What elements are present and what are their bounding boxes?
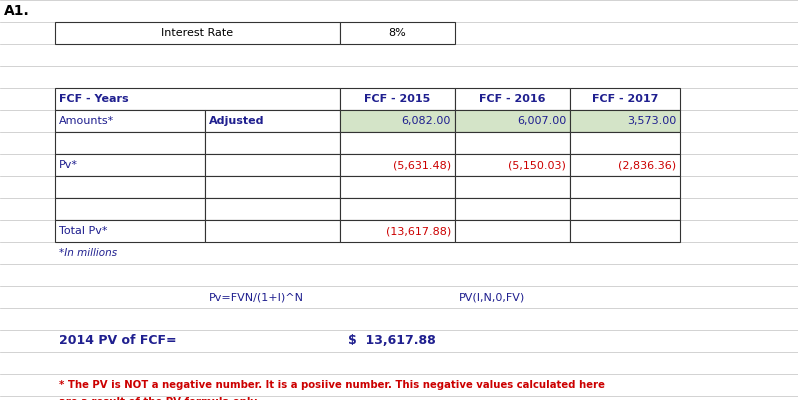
Bar: [340, 88, 455, 110]
Bar: [205, 110, 340, 132]
Bar: [570, 220, 680, 242]
Text: Pv*: Pv*: [59, 160, 78, 170]
Bar: [570, 176, 680, 198]
Text: PV(I,N,0,FV): PV(I,N,0,FV): [459, 292, 525, 302]
Bar: [455, 176, 570, 198]
Text: FCF - Years: FCF - Years: [59, 94, 128, 104]
Bar: [570, 198, 680, 220]
Text: 6,007.00: 6,007.00: [517, 116, 566, 126]
Text: (5,150.03): (5,150.03): [508, 160, 566, 170]
Bar: [205, 176, 340, 198]
Bar: [55, 198, 205, 220]
Text: FCF - 2015: FCF - 2015: [365, 94, 431, 104]
Text: * The PV is NOT a negative number. It is a posiive number. This negative values : * The PV is NOT a negative number. It is…: [59, 380, 605, 390]
Text: FCF - 2016: FCF - 2016: [480, 94, 546, 104]
Bar: [340, 132, 455, 154]
Text: FCF - 2017: FCF - 2017: [592, 94, 658, 104]
Text: A1.: A1.: [4, 4, 30, 18]
Text: (13,617.88): (13,617.88): [385, 226, 451, 236]
Bar: [55, 154, 205, 176]
Text: Pv=FVN/(1+I)^N: Pv=FVN/(1+I)^N: [209, 292, 304, 302]
Bar: [340, 22, 455, 44]
Bar: [55, 132, 205, 154]
Text: are a result of the PV formula only.: are a result of the PV formula only.: [59, 397, 260, 400]
Bar: [340, 198, 455, 220]
Text: Total Pv*: Total Pv*: [59, 226, 108, 236]
Bar: [455, 220, 570, 242]
Bar: [340, 154, 455, 176]
Text: Amounts*: Amounts*: [59, 116, 114, 126]
Text: 2014 PV of FCF=: 2014 PV of FCF=: [59, 334, 176, 348]
Text: Adjusted: Adjusted: [209, 116, 264, 126]
Bar: [205, 220, 340, 242]
Bar: [455, 110, 570, 132]
Bar: [570, 154, 680, 176]
Bar: [455, 132, 570, 154]
Bar: [55, 22, 340, 44]
Text: 8%: 8%: [389, 28, 406, 38]
Text: (5,631.48): (5,631.48): [393, 160, 451, 170]
Bar: [455, 88, 570, 110]
Bar: [340, 176, 455, 198]
Bar: [55, 176, 205, 198]
Bar: [340, 220, 455, 242]
Bar: [55, 110, 205, 132]
Text: Interest Rate: Interest Rate: [161, 28, 234, 38]
Bar: [340, 110, 455, 132]
Bar: [205, 154, 340, 176]
Bar: [455, 154, 570, 176]
Bar: [570, 110, 680, 132]
Text: *In millions: *In millions: [59, 248, 117, 258]
Text: $  13,617.88: $ 13,617.88: [348, 334, 436, 348]
Bar: [205, 132, 340, 154]
Text: (2,836.36): (2,836.36): [618, 160, 676, 170]
Bar: [55, 88, 340, 110]
Text: 6,082.00: 6,082.00: [401, 116, 451, 126]
Bar: [570, 132, 680, 154]
Bar: [55, 220, 205, 242]
Bar: [570, 88, 680, 110]
Bar: [455, 198, 570, 220]
Text: 3,573.00: 3,573.00: [626, 116, 676, 126]
Bar: [205, 198, 340, 220]
